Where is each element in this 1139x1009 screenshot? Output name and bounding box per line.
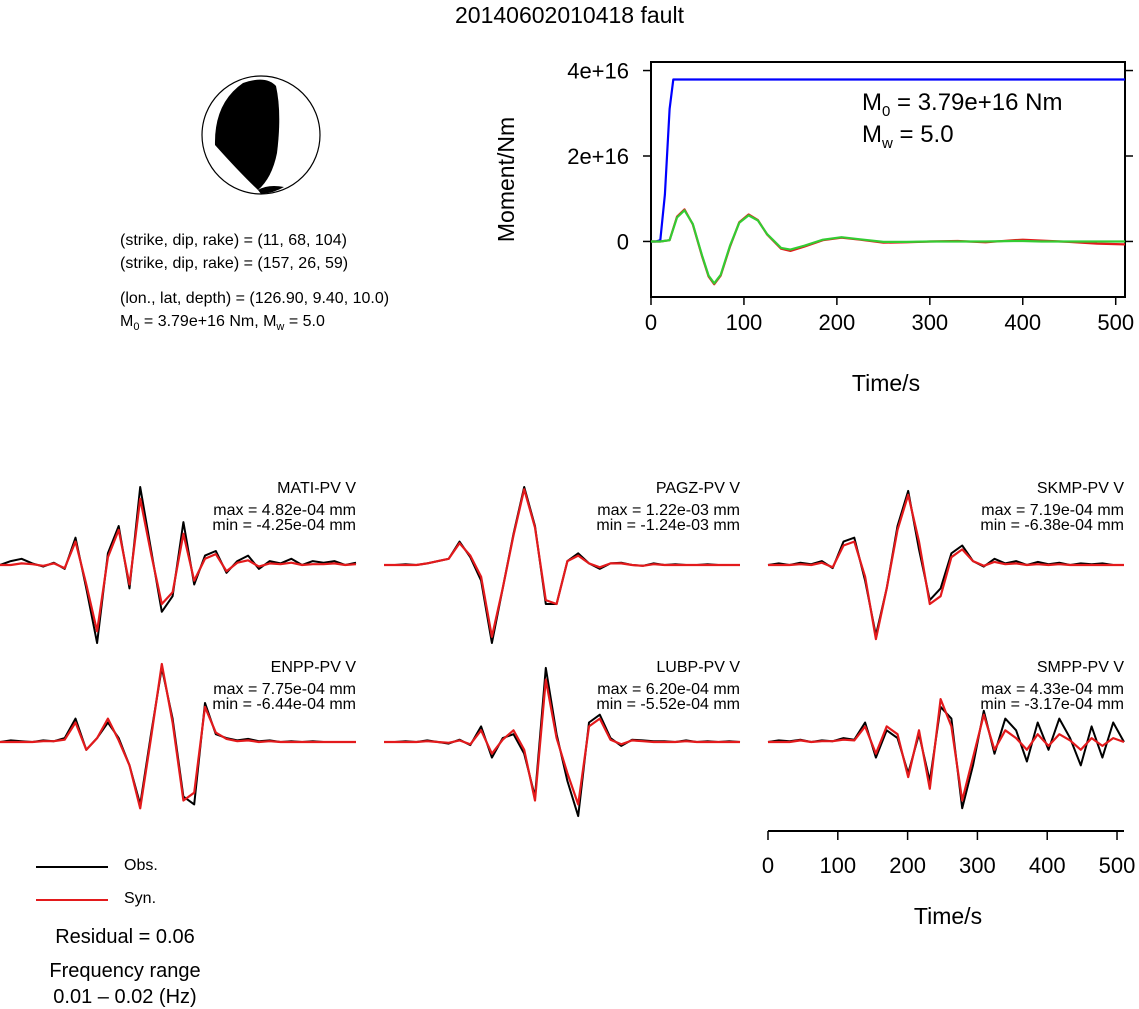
station-label: SKMP-PV V — [1037, 480, 1124, 497]
station-max: max = 4.33e-04 mm — [981, 681, 1124, 698]
synthetic-trace — [768, 698, 1125, 802]
station-label: LUBP-PV V — [656, 659, 740, 676]
moment-y-axis-label: Moment/Nm — [493, 117, 519, 242]
mw-value: = 5.0 — [284, 313, 325, 330]
m0-value: = 3.79e+16 Nm, M — [139, 313, 277, 330]
station-min: min = -6.38e-04 mm — [980, 517, 1124, 534]
frequency-range-value: 0.01 – 0.02 (Hz) — [53, 986, 197, 1008]
legend-observed-line — [36, 866, 108, 868]
nodal-plane-1: (strike, dip, rake) = (11, 68, 104) — [120, 232, 347, 249]
moment-y-tick-label: 4e+16 — [567, 59, 629, 84]
station-min: min = -3.17e-04 mm — [980, 696, 1124, 713]
moment-x-tick-label: 500 — [1097, 310, 1134, 335]
waveform-x-tick-label: 300 — [959, 853, 996, 878]
waveform-x-tick-label: 0 — [762, 853, 774, 878]
moment-summary: M0 = 3.79e+16 Nm, Mw = 5.0 — [120, 312, 325, 337]
legend-synthetic-label: Syn. — [124, 890, 157, 907]
m0-subscript: 0 — [133, 321, 140, 334]
moment-m0-annotation: M0 = 3.79e+16 Nm — [862, 89, 1062, 120]
station-min: min = -5.52e-04 mm — [596, 696, 740, 713]
moment-series-line — [651, 209, 1125, 285]
legend-observed-label: Obs. — [124, 857, 158, 874]
residual-label: Residual = 0.06 — [55, 926, 195, 948]
moment-x-tick-label: 0 — [645, 310, 657, 335]
station-label: PAGZ-PV V — [656, 480, 740, 497]
station-label: SMPP-PV V — [1037, 659, 1124, 676]
station-min: min = -1.24e-03 mm — [596, 517, 740, 534]
waveform-x-tick-label: 100 — [819, 853, 856, 878]
station-max: max = 1.22e-03 mm — [597, 502, 740, 519]
synthetic-trace — [384, 488, 740, 638]
waveform-x-axis-label: Time/s — [914, 903, 982, 929]
station-min: min = -4.25e-04 mm — [212, 517, 356, 534]
waveform-x-tick-label: 500 — [1099, 853, 1136, 878]
moment-x-tick-label: 200 — [819, 310, 856, 335]
moment-x-tick-label: 100 — [726, 310, 763, 335]
waveform-x-tick-label: 400 — [1029, 853, 1066, 878]
station-max: max = 7.19e-04 mm — [981, 502, 1124, 519]
synthetic-trace — [384, 678, 740, 806]
observed-trace — [767, 705, 1125, 810]
synthetic-trace — [0, 497, 357, 633]
beachball-icon — [201, 75, 321, 195]
waveform-x-tick-label: 200 — [889, 853, 926, 878]
station-max: max = 4.82e-04 mm — [213, 502, 356, 519]
station-label: MATI-PV V — [277, 480, 356, 497]
moment-y-tick-label: 2e+16 — [567, 144, 629, 169]
moment-y-tick-label: 0 — [617, 229, 629, 254]
nodal-plane-2: (strike, dip, rake) = (157, 26, 59) — [120, 255, 349, 272]
m0-prefix: M — [120, 313, 134, 330]
frequency-range-label: Frequency range — [49, 960, 201, 982]
station-max: max = 7.75e-04 mm — [213, 681, 356, 698]
synthetic-trace — [0, 662, 356, 810]
moment-x-tick-label: 400 — [1004, 310, 1041, 335]
page-title: 20140602010418 fault — [455, 2, 684, 28]
mw-subscript: w — [276, 321, 285, 334]
moment-plot-frame — [650, 61, 1126, 298]
source-location: (lon., lat, depth) = (126.90, 9.40, 10.0… — [120, 290, 390, 307]
station-min: min = -6.44e-04 mm — [212, 696, 356, 713]
moment-x-axis-label: Time/s — [852, 370, 920, 396]
station-label: ENPP-PV V — [271, 659, 357, 676]
moment-mw-annotation: Mw = 5.0 — [862, 121, 954, 152]
moment-x-tick-label: 300 — [911, 310, 948, 335]
station-max: max = 6.20e-04 mm — [597, 681, 740, 698]
legend-synthetic-line — [36, 899, 108, 901]
synthetic-trace — [768, 493, 1124, 641]
